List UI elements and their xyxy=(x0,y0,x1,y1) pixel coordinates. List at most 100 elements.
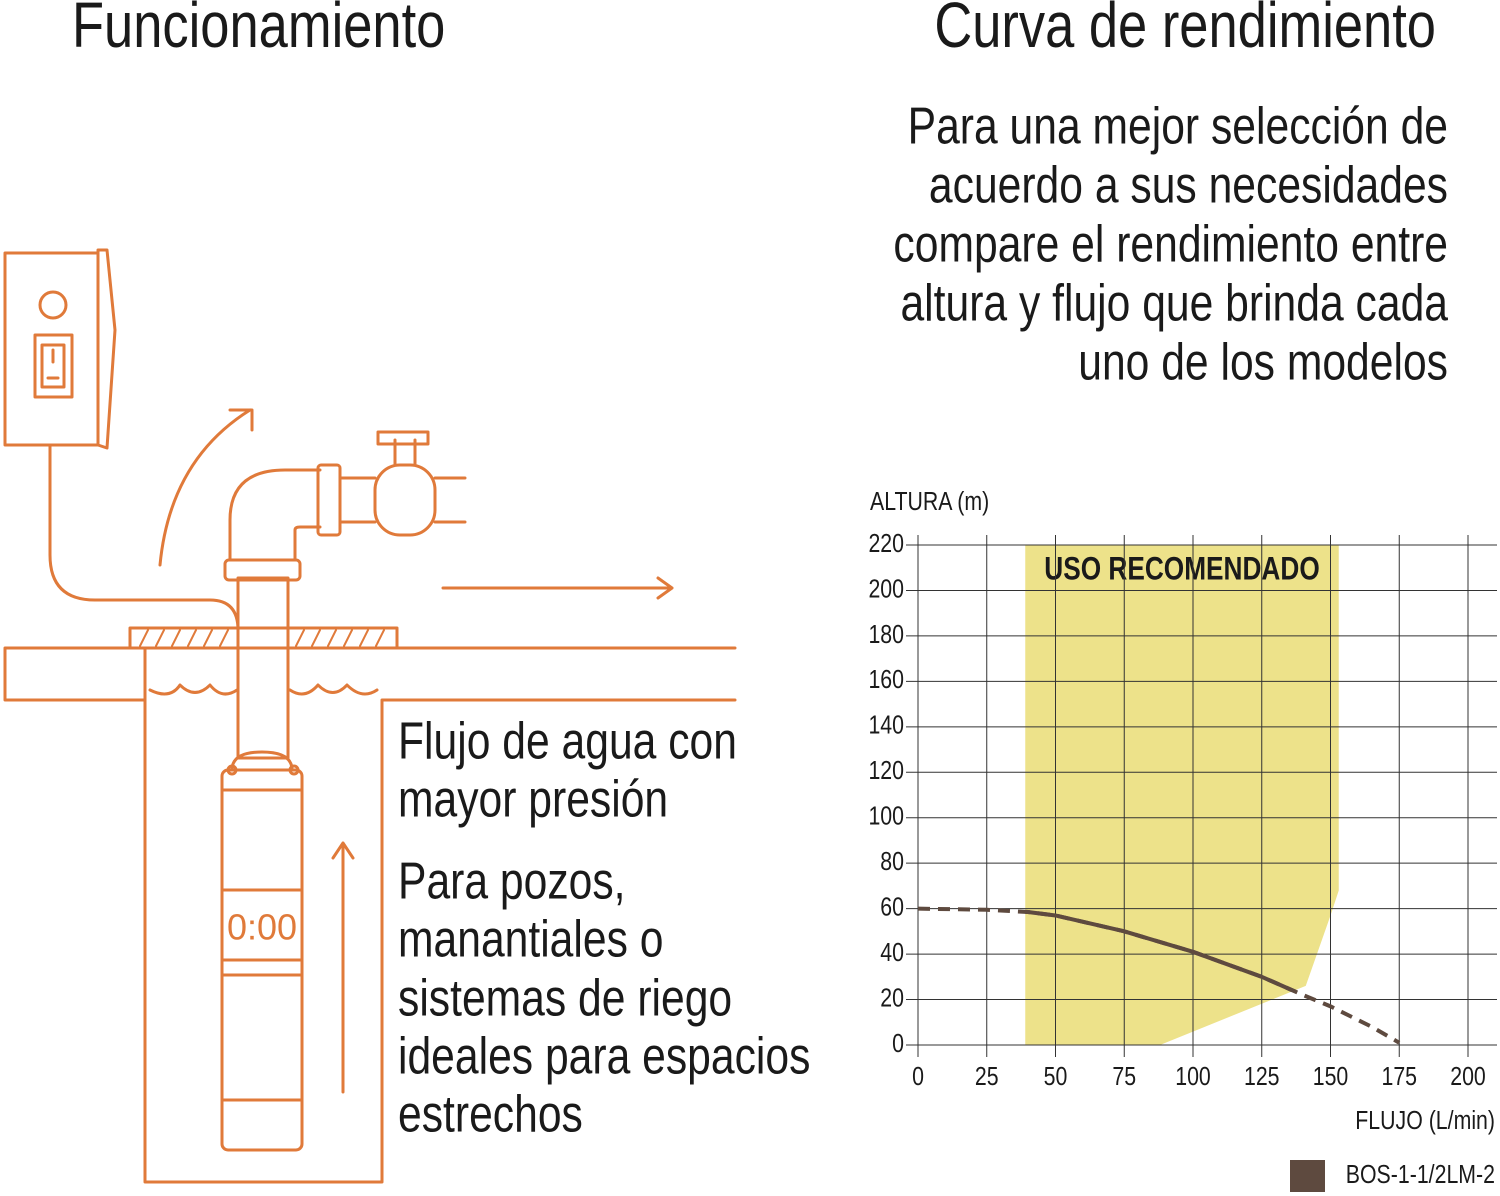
heading: Funcionamiento xyxy=(72,0,445,61)
valve-handle xyxy=(376,430,430,446)
legend-label-wrap: BOS-1-1/2LM-2 xyxy=(1346,1160,1495,1190)
caption: estrechos xyxy=(398,1086,583,1144)
switch xyxy=(33,333,74,399)
elbow xyxy=(228,468,322,562)
y-tick-label: 20 xyxy=(880,983,904,1013)
y-tick-label-wrap: 140 xyxy=(868,711,904,741)
y-tick-label: 0 xyxy=(892,1029,904,1059)
y-tick-label: 100 xyxy=(868,802,904,832)
intro-line-wrap: compare el rendimiento entre xyxy=(893,216,1448,274)
arrow-right xyxy=(441,576,674,600)
y-tick-label-wrap: 20 xyxy=(880,983,904,1013)
intro-line: acuerdo a sus necesidades xyxy=(929,157,1448,215)
switch-marks xyxy=(46,348,60,380)
slab xyxy=(128,626,399,650)
y-tick-label-wrap: 100 xyxy=(868,802,904,832)
chart: USO RECOMENDADO 0 20 40 60 80 100 120 140 160 180 2… xyxy=(868,487,1497,1192)
caption: manantiales o xyxy=(398,911,663,969)
diagram: 0:00 xyxy=(3,248,737,1184)
x-tick-label: 25 xyxy=(975,1062,999,1092)
caption: Flujo de agua con xyxy=(398,713,737,771)
y-tick-label-wrap: 80 xyxy=(880,847,904,877)
pipe xyxy=(236,576,290,760)
y-tick-label-wrap: 60 xyxy=(880,893,904,923)
x-tick-label-wrap: 125 xyxy=(1244,1062,1280,1092)
intro-line: uno de los modelos xyxy=(1078,334,1448,392)
y-tick-label: 120 xyxy=(868,756,904,786)
y-tick-label: 160 xyxy=(868,665,904,695)
coupling xyxy=(223,558,302,582)
intro-line: compare el rendimiento entre xyxy=(893,216,1448,274)
x-tick-label-wrap: 100 xyxy=(1175,1062,1211,1092)
control-box xyxy=(3,251,100,447)
pump-display: 0:00 xyxy=(227,907,297,948)
valve-stem xyxy=(393,438,467,524)
bolt xyxy=(226,764,238,776)
y-tick-label-wrap: 180 xyxy=(868,620,904,650)
x-tick-label-wrap: 50 xyxy=(1044,1062,1068,1092)
x-tick-label: 200 xyxy=(1450,1062,1486,1092)
x-tick-label-wrap: 175 xyxy=(1381,1062,1417,1092)
bolt xyxy=(288,764,300,776)
caption-wrap: manantiales o xyxy=(398,911,663,969)
caption-wrap: estrechos xyxy=(398,1086,583,1144)
intro-line-wrap: altura y flujo que brinda cada xyxy=(900,275,1448,333)
x-tick-label: 75 xyxy=(1112,1062,1136,1092)
region-label-wrap: USO RECOMENDADO xyxy=(1044,552,1319,587)
y-tick-label-wrap: 0 xyxy=(892,1029,904,1059)
x-tick-label-wrap: 200 xyxy=(1450,1062,1486,1092)
y-tick-label: 40 xyxy=(880,938,904,968)
valve xyxy=(373,463,437,537)
legend-swatch xyxy=(1290,1160,1325,1192)
y-tick-label: 200 xyxy=(868,574,904,604)
y-tick-label: 220 xyxy=(868,529,904,559)
pump-bands xyxy=(220,788,304,1102)
x-tick-label: 100 xyxy=(1175,1062,1211,1092)
y-tick-label-wrap: 220 xyxy=(868,529,904,559)
intro-line-wrap: acuerdo a sus necesidades xyxy=(929,157,1448,215)
y-tick-label: 80 xyxy=(880,847,904,877)
water xyxy=(148,683,379,696)
flange xyxy=(316,463,342,537)
intro-line: altura y flujo que brinda cada xyxy=(900,275,1448,333)
caption-wrap: sistemas de riego xyxy=(398,970,732,1028)
arrow-up-curve xyxy=(158,408,254,567)
x-tick-label-wrap: 75 xyxy=(1112,1062,1136,1092)
x-tick-label: 0 xyxy=(912,1062,924,1092)
switch-inner xyxy=(40,343,66,389)
caption-wrap: ideales para espacios xyxy=(398,1028,810,1086)
indicator xyxy=(38,290,68,320)
region-label: USO RECOMENDADO xyxy=(1044,552,1319,587)
hatch xyxy=(139,629,385,647)
caption-wrap: Flujo de agua con xyxy=(398,713,737,771)
intro-line-wrap: uno de los modelos xyxy=(1078,334,1448,392)
cable xyxy=(48,443,240,632)
line-solid xyxy=(1025,906,1339,1045)
x-axis-label-wrap: FLUJO (L/min) xyxy=(1355,1106,1495,1136)
y-axis-label: ALTURA (m) xyxy=(870,487,989,517)
intro-line-wrap: Para una mejor selección de xyxy=(908,98,1448,156)
caption: mayor presión xyxy=(398,771,668,829)
caption: sistemas de riego xyxy=(398,970,732,1028)
x-tick-label: 175 xyxy=(1381,1062,1417,1092)
caption: Para pozos, xyxy=(398,853,626,911)
y-tick-label-wrap: 200 xyxy=(868,574,904,604)
y-tick-label: 140 xyxy=(868,711,904,741)
heading: Curva de rendimiento xyxy=(934,0,1436,61)
recommended-region xyxy=(1025,545,1339,1045)
ground xyxy=(3,646,737,1184)
caption-wrap: Para pozos, xyxy=(398,853,626,911)
legend-label: BOS-1-1/2LM-2 xyxy=(1346,1160,1495,1190)
intro-line: Para una mejor selección de xyxy=(908,98,1448,156)
y-axis-label-wrap: ALTURA (m) xyxy=(870,487,989,517)
y-tick-label: 60 xyxy=(880,893,904,923)
x-tick-label: 50 xyxy=(1044,1062,1068,1092)
y-tick-label-wrap: 40 xyxy=(880,938,904,968)
nipple xyxy=(338,476,377,524)
y-tick-label-wrap: 120 xyxy=(868,756,904,786)
x-tick-label-wrap: 25 xyxy=(975,1062,999,1092)
caption: ideales para espacios xyxy=(398,1028,810,1086)
x-tick-label-wrap: 150 xyxy=(1313,1062,1349,1092)
y-tick-label: 180 xyxy=(868,620,904,650)
